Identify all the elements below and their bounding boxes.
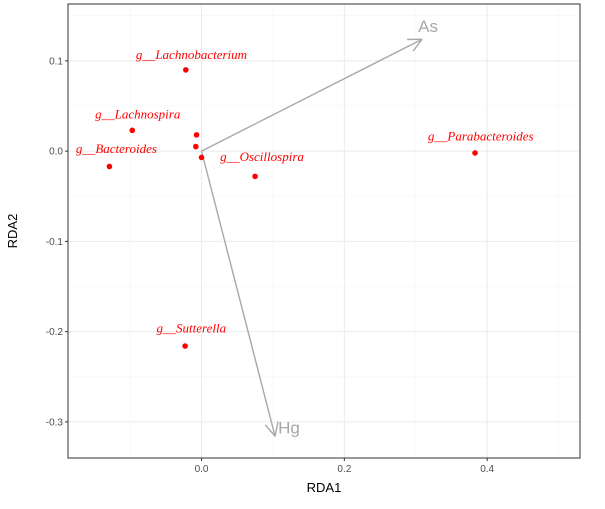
species-point	[182, 343, 188, 349]
species-point	[106, 163, 113, 170]
species-label: g__Bacteroides	[76, 141, 157, 156]
y-tick-label: -0.1	[46, 237, 64, 248]
environment-arrows: As Hg	[200, 17, 438, 437]
y-axis-title: RDA2	[5, 214, 20, 249]
x-tick-label: 0.4	[480, 464, 494, 475]
y-tick-label: -0.3	[46, 417, 64, 428]
species-labels: g__Lachnobacterium g__Lachnospira g__Bacte…	[76, 47, 534, 335]
species-point	[198, 154, 205, 161]
arrow-head-hg	[264, 424, 276, 437]
y-tick-label: 0.0	[49, 147, 63, 158]
panel-border	[67, 3, 581, 459]
species-label: g__Parabacteroides	[428, 128, 534, 143]
arrow-hg	[200, 150, 276, 437]
species-label: g__Oscillospira	[220, 149, 304, 164]
panel-background	[68, 4, 580, 458]
species-label: g__Lachnobacterium	[136, 47, 247, 62]
species-points	[106, 67, 478, 349]
species-point	[193, 132, 200, 138]
species-point	[129, 127, 136, 134]
arrow-label-hg: Hg	[278, 418, 300, 437]
species-point	[193, 143, 199, 150]
species-point	[472, 150, 478, 156]
y-axis-ticks: 0.1 0.0 -0.1 -0.2 -0.3	[46, 56, 68, 428]
y-tick-label: 0.1	[49, 56, 63, 67]
x-axis-ticks: 0.0 0.2 0.4	[195, 458, 495, 475]
arrow-label-as: As	[418, 17, 438, 36]
species-label: g__Lachnospira	[95, 107, 181, 122]
species-point	[252, 173, 258, 180]
arrow-head-hg	[274, 421, 279, 437]
grid-minor	[68, 4, 580, 458]
x-tick-label: 0.2	[337, 464, 351, 475]
species-label: g__Sutterella	[157, 321, 227, 336]
y-tick-label: -0.2	[46, 327, 64, 338]
arrow-head-as	[412, 38, 423, 52]
species-point	[183, 67, 189, 73]
arrow-as	[201, 38, 423, 152]
x-tick-label: 0.0	[195, 464, 209, 475]
x-axis-title: RDA1	[307, 480, 342, 495]
grid-major	[68, 4, 580, 458]
